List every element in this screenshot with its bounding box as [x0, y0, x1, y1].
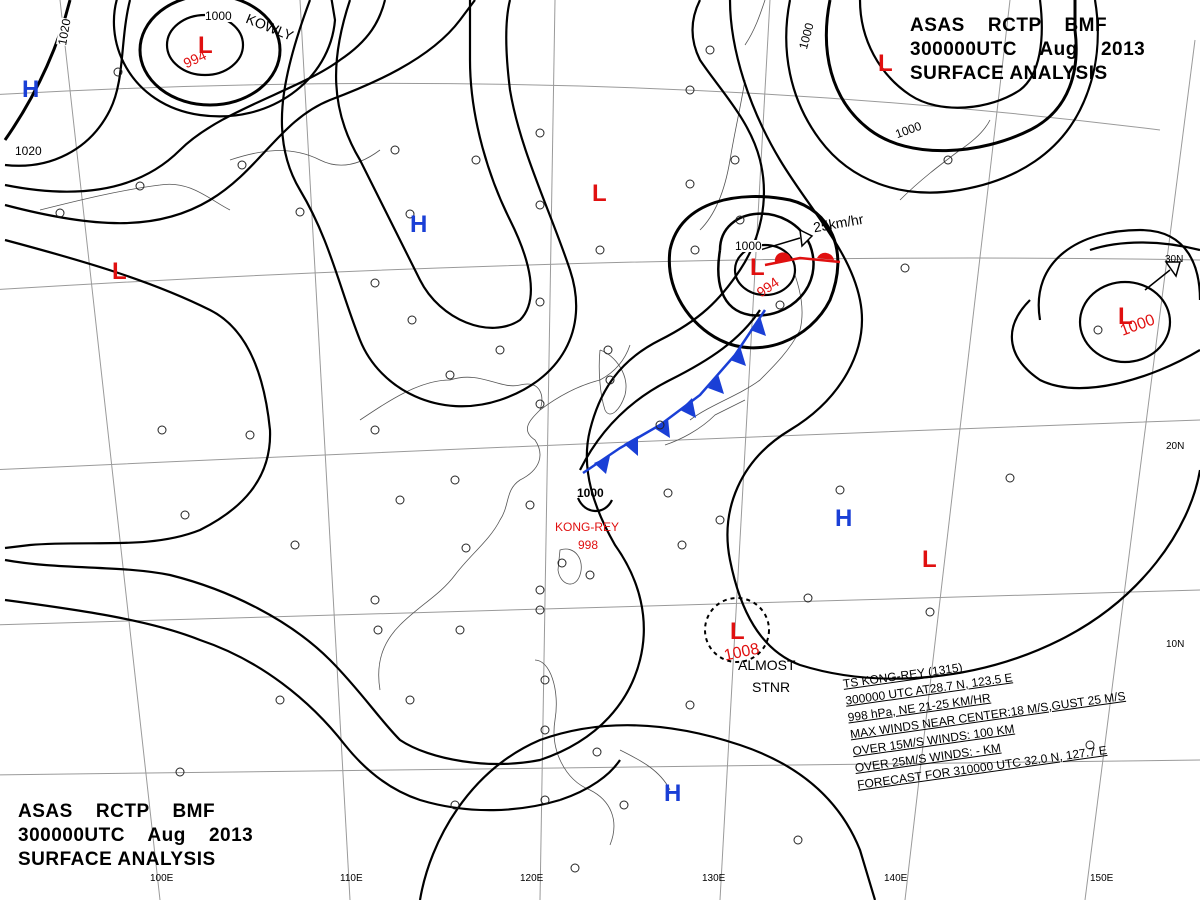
isobar-label-1000-nw: 1000 — [205, 9, 232, 23]
header-month: Aug — [147, 825, 186, 846]
header-time: 300000UTC — [910, 39, 1017, 60]
header-agency: BMF — [172, 801, 216, 822]
header-year: 2013 — [1100, 39, 1146, 60]
low-symbol-siberia: L — [592, 180, 607, 207]
lon-label-100e: 100E — [150, 873, 174, 884]
low-symbol-east: L — [1118, 303, 1133, 330]
lon-label-140e: 140E — [884, 873, 908, 884]
high-symbol-south: H — [664, 780, 682, 807]
high-symbol-mongolia: H — [410, 211, 428, 238]
cold-front — [582, 309, 767, 475]
header-year: 2013 — [208, 825, 254, 846]
high-symbol-nw: H — [22, 76, 40, 103]
motion-east-label: 30N — [1165, 254, 1184, 265]
lat-label-20n: 20N — [1166, 441, 1185, 452]
map-header-bottom: ASAS RCTP BMF 300000UTC Aug 2013 SURFACE… — [18, 800, 253, 872]
typhoon-center-pressure: 998 — [578, 538, 599, 552]
isobars — [3, 0, 1200, 900]
lat-label-10n: 10N — [1166, 639, 1185, 650]
low-symbol-south: L — [730, 618, 745, 645]
lon-label-150e: 150E — [1090, 873, 1114, 884]
lon-label-110e: 110E — [340, 873, 363, 884]
almost-label: ALMOST — [738, 657, 796, 673]
typhoon-name: KONG-REY — [555, 520, 620, 534]
low-symbol-west: L — [112, 258, 127, 285]
isobar-label-1020-left: 1020 — [15, 144, 42, 158]
lon-label-130e: 130E — [702, 873, 726, 884]
header-station: RCTP — [95, 801, 150, 822]
low-symbol-nw: L — [198, 32, 213, 59]
header-agency: BMF — [1064, 15, 1108, 36]
header-time: 300000UTC — [18, 825, 125, 846]
low-symbol-japan: L — [750, 254, 765, 281]
low-symbol-ne: L — [878, 50, 893, 77]
header-source: ASAS — [910, 15, 965, 36]
map-header-top: ASAS RCTP BMF 300000UTC Aug 2013 SURFACE… — [910, 14, 1145, 86]
header-title: SURFACE ANALYSIS — [18, 849, 216, 870]
lon-label-120e: 120E — [520, 873, 544, 884]
coastlines — [39, 0, 991, 846]
header-month: Aug — [1039, 39, 1078, 60]
high-symbol-pacific: H — [835, 505, 853, 532]
typhoon-isobar-label: 1000 — [577, 486, 604, 500]
header-title: SURFACE ANALYSIS — [910, 63, 1108, 84]
isobar-label-1000-japan: 1000 — [735, 239, 762, 253]
station-plots — [55, 45, 1103, 873]
stnr-label: STNR — [752, 679, 791, 695]
warm-front — [764, 252, 841, 267]
low-symbol-pacific: L — [922, 546, 937, 573]
header-source: ASAS — [18, 801, 73, 822]
motion-arrows — [759, 228, 1181, 291]
header-station: RCTP — [987, 15, 1042, 36]
